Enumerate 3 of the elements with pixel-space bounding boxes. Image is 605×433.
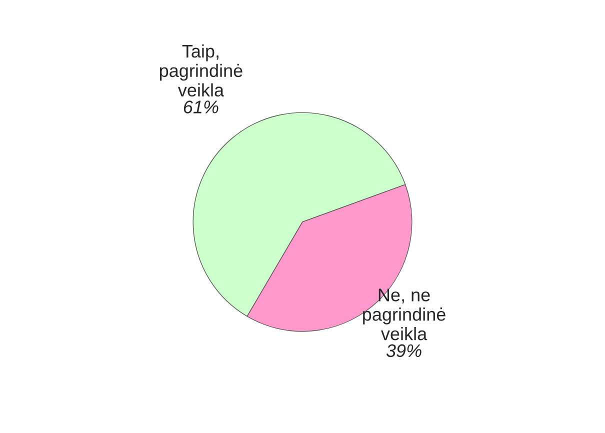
data-label: 61% [184, 100, 218, 114]
slice-label: Taip, pagrindinė veikla [160, 44, 242, 97]
data-label: 39% [386, 344, 422, 358]
